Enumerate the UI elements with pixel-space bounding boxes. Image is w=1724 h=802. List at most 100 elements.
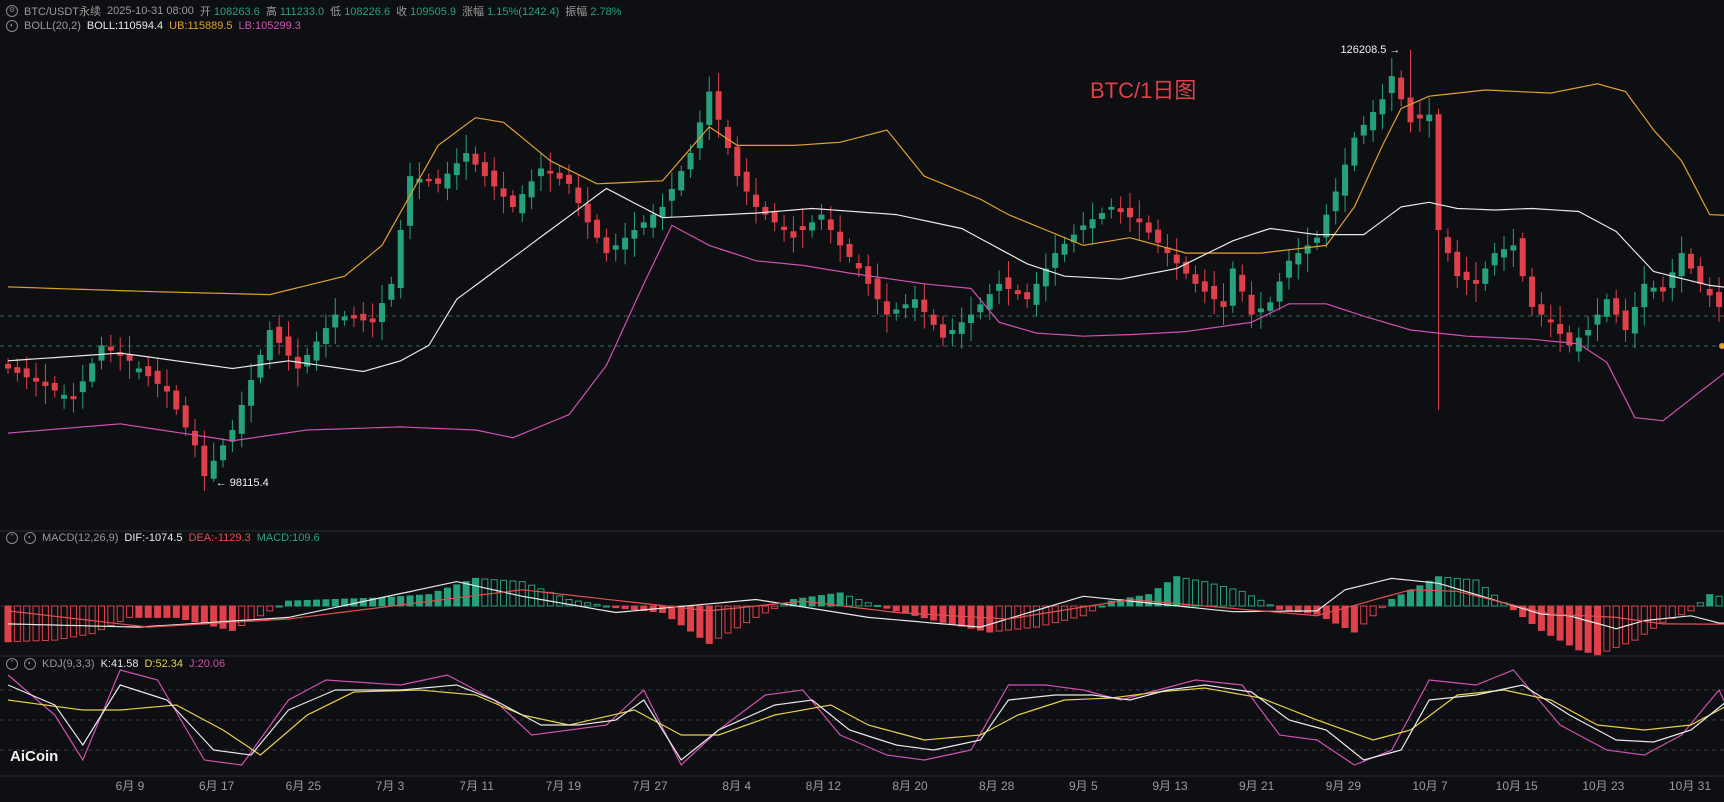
candle-body [874,278,881,300]
candle-body [163,386,170,392]
macd-histogram-bar [1154,588,1162,607]
macd-histogram-bar [1229,588,1237,607]
candle-body [89,363,96,382]
macd-histogram-bar [397,596,405,607]
macd-histogram-bar [453,584,461,607]
macd-histogram-bar [761,605,769,614]
candle-body [678,171,685,191]
macd-histogram-bar [1584,605,1592,653]
candle-body [696,122,703,149]
candle-body [1239,274,1246,292]
candle-body [1183,261,1190,274]
candle-body [1398,77,1405,100]
candle-body [1304,245,1311,254]
candle-body [968,314,975,324]
kdj-collapse-icon[interactable]: ⌃ [6,658,18,670]
macd-histogram-bar [855,599,863,607]
candle-body [996,283,1003,291]
macd-histogram-bar [930,605,938,621]
candle-body [949,330,956,335]
x-axis-tick-label: 7月 19 [546,779,582,793]
candle-body [1014,290,1021,295]
candle-body [1145,222,1152,233]
macd-histogram-bar [1397,594,1405,607]
candle-body [584,203,591,223]
close-label: 收 [396,6,408,18]
macd-histogram-bar [1182,577,1190,607]
macd-histogram-bar [621,605,629,610]
macd-histogram-bar [565,599,573,607]
macd-histogram-bar [696,605,704,638]
candle-body [930,314,937,325]
candle-body [1547,319,1554,323]
macd-histogram-bar [1079,605,1087,617]
candle-body [491,170,498,187]
candle-body [1370,112,1377,131]
candle-body [341,316,348,321]
macd-settings-icon[interactable]: ◐ [24,532,36,544]
candle-body [1360,124,1367,136]
macd-histogram-bar [1145,594,1153,607]
candle-body [1463,271,1470,280]
amp-value: 2.78% [590,6,622,18]
close-value: 109505.9 [410,6,457,18]
macd-histogram-bar [883,605,891,609]
candle-body [855,263,862,269]
macd-histogram-bar [817,595,825,607]
candle-body [799,226,806,230]
macd-histogram-bar [154,605,162,618]
x-axis-tick-label: 10月 15 [1496,779,1538,793]
candle-body [1407,97,1414,123]
price-marker [1719,343,1724,349]
candle-body [1248,294,1255,315]
candle-body [612,245,619,250]
macd-histogram-bar [1416,585,1424,607]
candle-body [1688,253,1694,269]
candle-body [192,430,198,446]
macd-histogram-bar [715,605,723,639]
candle-body [1042,268,1049,287]
candle-body [575,187,582,204]
macd-histogram-bar [1519,605,1527,618]
macd-histogram-bar [1089,605,1097,612]
indicator-toggle-icon[interactable]: ◐ [6,20,18,32]
candle-body [659,206,666,217]
candle-body [556,172,563,179]
candle-body [1454,251,1461,277]
macd-histogram-bar [911,605,919,616]
macd-histogram-bar [322,599,330,607]
candle-body [1631,306,1638,334]
candle-body [1585,330,1592,336]
macd-histogram-bar [32,605,40,642]
macd-histogram-bar [23,605,31,642]
candle-body [781,226,788,230]
macd-histogram-bar [1313,605,1321,615]
candle-body [715,91,722,120]
macd-histogram-bar [892,605,900,612]
candle-body [126,354,133,361]
macd-histogram-bar [1603,605,1611,652]
macd-histogram-bar [331,599,339,607]
macd-histogram-bar [528,584,536,607]
macd-histogram-bar [126,605,134,618]
kdj-settings-icon[interactable]: ◐ [24,658,36,670]
macd-dea-value: DEA:-1129.3 [188,532,251,544]
candle-body [1164,247,1171,254]
candle-body [519,194,526,214]
macd-histogram-bar [743,605,751,624]
settings-icon[interactable]: ⚙ [6,5,18,17]
macd-macd-value: MACD:109.6 [256,532,320,544]
candle-body [809,222,816,231]
kdj-d-line [7,687,1724,756]
x-axis-tick-label: 6月 9 [116,779,145,793]
macd-histogram-bar [1472,579,1480,607]
macd-histogram-bar [556,595,564,607]
macd-histogram-bar [303,599,311,607]
candle-body [547,170,554,174]
candle-body [1127,207,1133,218]
x-axis-tick-label: 6月 17 [199,779,235,793]
x-axis-tick-label: 10月 7 [1412,779,1448,793]
macd-collapse-icon[interactable]: ⌃ [6,532,18,544]
